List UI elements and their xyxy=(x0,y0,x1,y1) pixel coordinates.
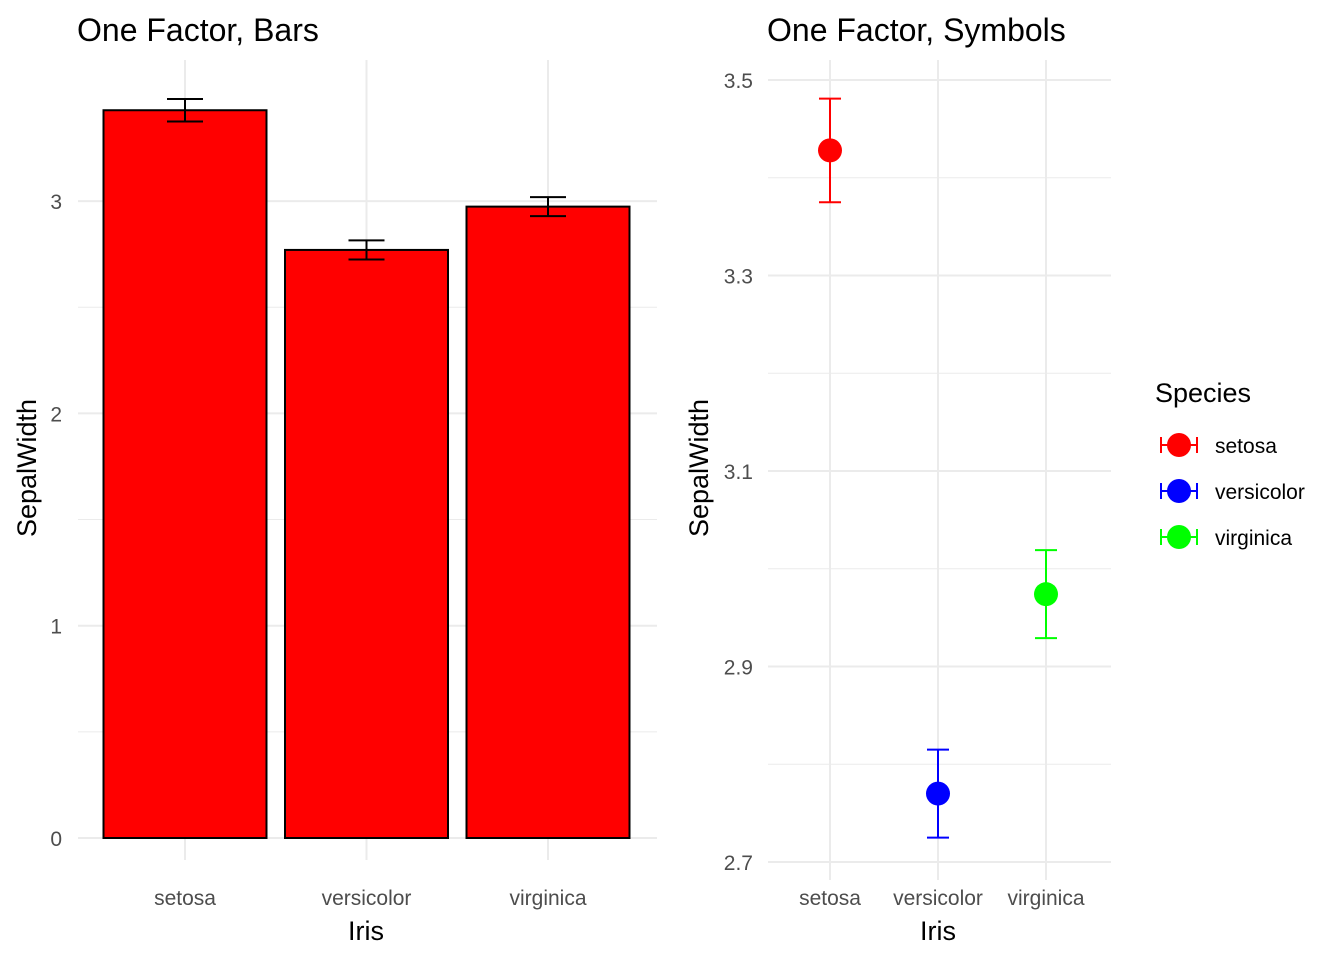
point-setosa xyxy=(818,138,842,163)
symbol-chart-grid xyxy=(768,60,1111,880)
symbol-chart-title: One Factor, Symbols xyxy=(767,12,1066,48)
species-legend: Species setosa versicolor virginica xyxy=(1155,378,1305,550)
symbol-chart-y-tick-label: 3.5 xyxy=(724,70,753,93)
symbol-chart-y-tick-label: 3.3 xyxy=(724,266,753,289)
bar-chart-x-tick-label: setosa xyxy=(154,887,216,910)
symbol-chart-y-tick-label: 2.9 xyxy=(724,657,753,680)
symbol-chart-x-tick-label: versicolor xyxy=(893,887,983,910)
symbol-chart-x-tick-label: setosa xyxy=(799,887,861,910)
legend-key-point xyxy=(1167,479,1191,503)
legend-items: setosa versicolor virginica xyxy=(1160,433,1305,550)
bar-chart-y-tick-label: 3 xyxy=(50,191,62,214)
legend-item-versicolor: versicolor xyxy=(1160,479,1305,504)
bar-chart-y-tick-label: 1 xyxy=(50,616,62,639)
point-virginica xyxy=(1034,582,1058,607)
symbol-chart: One Factor, Symbols 2.7 2.9 3.1 3.3 3.5 seto… xyxy=(684,12,1111,946)
error-bar-versicolor xyxy=(348,239,385,261)
bar-chart-x-tick-label: versicolor xyxy=(322,887,412,910)
bar-chart-marks xyxy=(102,97,631,840)
symbol-chart-y-ticks: 2.7 2.9 3.1 3.3 3.5 xyxy=(724,70,753,875)
symbol-chart-x-ticks: setosa versicolor virginica xyxy=(799,887,1085,910)
legend-title: Species xyxy=(1155,378,1251,408)
bar-chart: One Factor, Bars 0 1 2 3 setosa versicolor vi… xyxy=(12,12,657,946)
legend-key-point xyxy=(1167,433,1191,457)
legend-label: virginica xyxy=(1215,527,1292,550)
symbol-chart-y-tick-label: 2.7 xyxy=(724,852,753,875)
error-bar-virginica xyxy=(530,196,566,218)
symbol-chart-x-axis-title: Iris xyxy=(920,916,956,946)
bar-virginica xyxy=(465,205,631,839)
bar-chart-x-axis-title: Iris xyxy=(348,916,384,946)
point-versicolor xyxy=(926,781,950,806)
symbol-chart-y-tick-label: 3.1 xyxy=(724,461,753,484)
bar-versicolor xyxy=(284,248,449,839)
symbol-chart-x-tick-label: virginica xyxy=(1007,887,1084,910)
bar-chart-y-tick-label: 2 xyxy=(50,403,62,426)
symbol-chart-y-axis-title: SepalWidth xyxy=(684,399,714,537)
bar-chart-x-tick-label: virginica xyxy=(509,887,586,910)
bar-setosa xyxy=(102,109,268,840)
bar-chart-title: One Factor, Bars xyxy=(77,12,319,48)
legend-item-setosa: setosa xyxy=(1160,433,1277,458)
bar-chart-x-ticks: setosa versicolor virginica xyxy=(154,887,587,910)
bar-chart-y-ticks: 0 1 2 3 xyxy=(50,191,62,851)
legend-item-virginica: virginica xyxy=(1160,525,1292,550)
error-bar-setosa xyxy=(167,97,203,123)
bar-chart-y-axis-title: SepalWidth xyxy=(12,399,42,537)
legend-label: versicolor xyxy=(1215,481,1305,504)
bar-chart-y-tick-label: 0 xyxy=(50,828,62,851)
legend-label: setosa xyxy=(1215,435,1277,458)
symbol-chart-marks xyxy=(818,97,1058,839)
legend-key-point xyxy=(1167,525,1191,549)
